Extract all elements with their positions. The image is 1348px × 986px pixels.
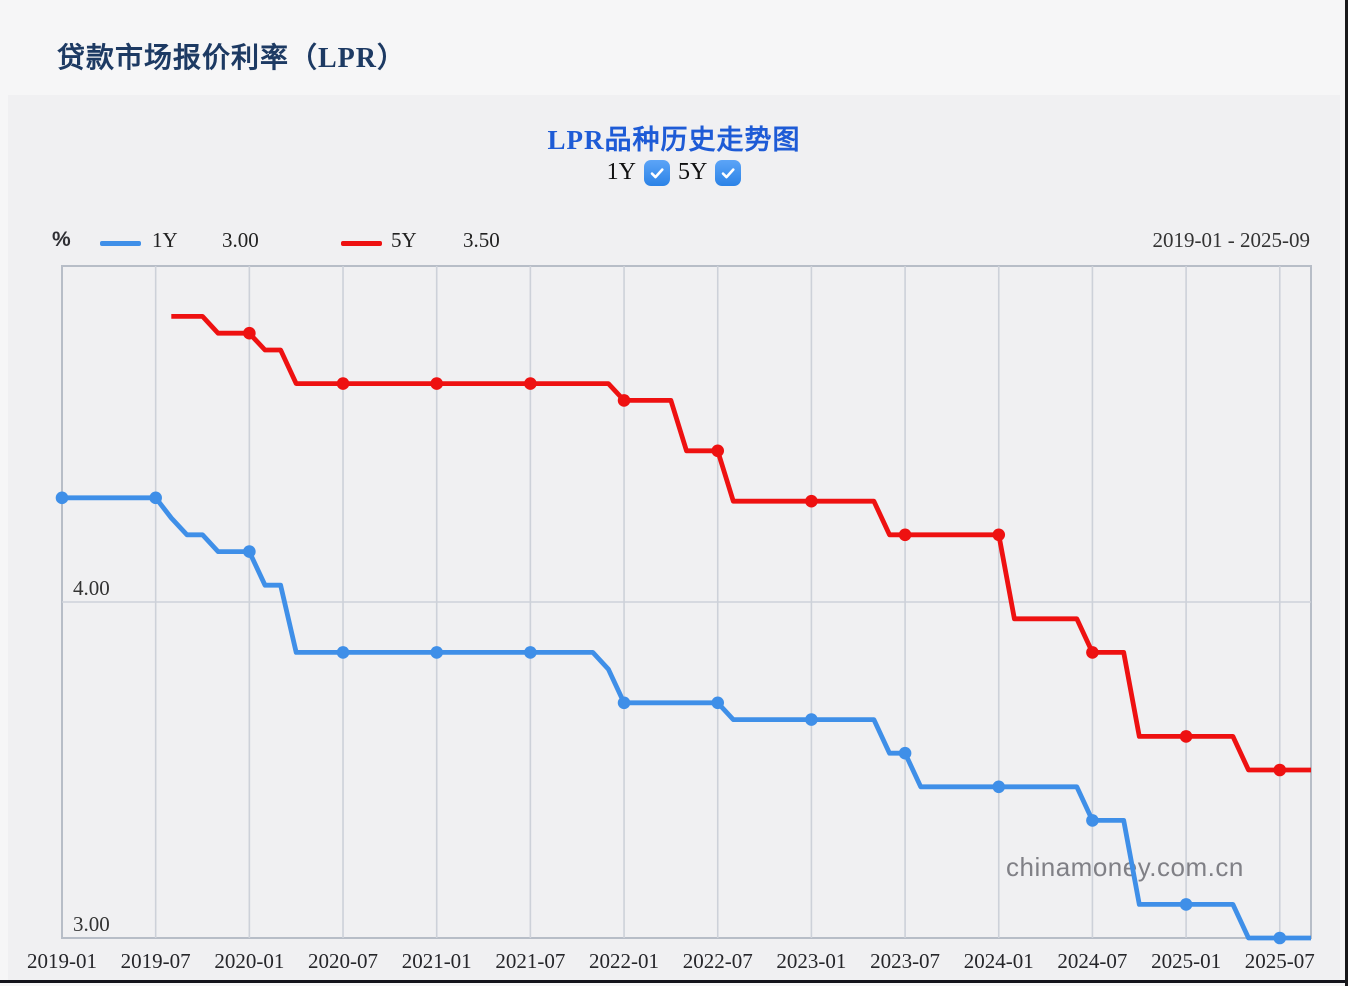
x-tick-label: 2023-01 xyxy=(776,949,846,973)
data-point-5y[interactable] xyxy=(1179,730,1193,743)
x-tick-label: 2019-01 xyxy=(27,949,97,973)
x-tick-label: 2019-07 xyxy=(121,949,191,973)
x-tick-label: 2025-01 xyxy=(1151,949,1221,973)
data-point-5y[interactable] xyxy=(1273,763,1287,777)
x-tick-label: 2021-01 xyxy=(402,949,472,973)
series-line-5y[interactable] xyxy=(171,313,1311,773)
x-tick-label: 2022-01 xyxy=(589,949,659,973)
x-tick-label: 2025-07 xyxy=(1245,949,1315,973)
data-point-5y[interactable] xyxy=(992,528,1006,542)
chart-panel: LPR品种历史走势图 1Y 5Y xyxy=(8,95,1340,981)
watermark: chinamoney.com.cn xyxy=(1006,852,1244,882)
data-point-5y[interactable] xyxy=(898,528,912,542)
x-tick-label: 2021-07 xyxy=(495,949,565,973)
right-edge-border xyxy=(1345,0,1348,986)
data-point-1y[interactable] xyxy=(149,491,162,505)
data-point-1y[interactable] xyxy=(336,646,350,659)
data-point-5y[interactable] xyxy=(336,377,350,390)
data-point-1y[interactable] xyxy=(1086,814,1099,827)
data-point-5y[interactable] xyxy=(617,394,631,407)
page-title: 贷款市场报价利率（LPR） xyxy=(57,43,407,74)
toggle-label-5y: 5Y xyxy=(678,159,708,185)
data-point-5y[interactable] xyxy=(430,377,444,390)
data-point-1y[interactable] xyxy=(524,646,537,659)
data-point-1y[interactable] xyxy=(243,545,256,558)
x-tick-label: 2023-07 xyxy=(870,949,940,973)
data-point-1y[interactable] xyxy=(992,780,1006,794)
data-point-1y[interactable] xyxy=(1273,931,1287,945)
y-tick-label: 3.00 xyxy=(73,912,110,936)
data-point-1y[interactable] xyxy=(55,491,69,505)
x-tick-label: 2020-01 xyxy=(214,949,284,973)
checkbox-1y-checked[interactable] xyxy=(644,159,670,186)
toggle-label-1y: 1Y xyxy=(606,159,636,185)
y-tick-label: 4.00 xyxy=(73,576,110,600)
chart-title: LPR品种历史走势图 xyxy=(547,125,801,155)
series-toggles: 1Y 5Y xyxy=(8,159,1340,186)
checkmark-icon xyxy=(718,163,738,183)
x-tick-label: 2020-07 xyxy=(308,949,378,973)
data-point-1y[interactable] xyxy=(805,713,818,726)
x-tick-label: 2022-07 xyxy=(683,949,753,973)
data-point-1y[interactable] xyxy=(898,746,912,760)
data-point-5y[interactable] xyxy=(524,377,537,390)
data-point-5y[interactable] xyxy=(805,494,818,508)
bottom-border-line xyxy=(0,980,1348,983)
data-point-5y[interactable] xyxy=(243,326,256,340)
data-point-1y[interactable] xyxy=(617,696,631,710)
data-point-1y[interactable] xyxy=(1179,898,1193,911)
data-point-1y[interactable] xyxy=(430,646,444,659)
x-tick-label: 2024-01 xyxy=(964,949,1034,973)
checkbox-5y-checked[interactable] xyxy=(715,159,742,186)
data-point-1y[interactable] xyxy=(711,696,725,710)
data-point-5y[interactable] xyxy=(711,444,725,458)
series-line-1y[interactable] xyxy=(62,495,1311,941)
checkmark-icon xyxy=(647,163,667,183)
data-point-5y[interactable] xyxy=(1086,646,1099,659)
x-tick-label: 2024-07 xyxy=(1057,949,1127,973)
